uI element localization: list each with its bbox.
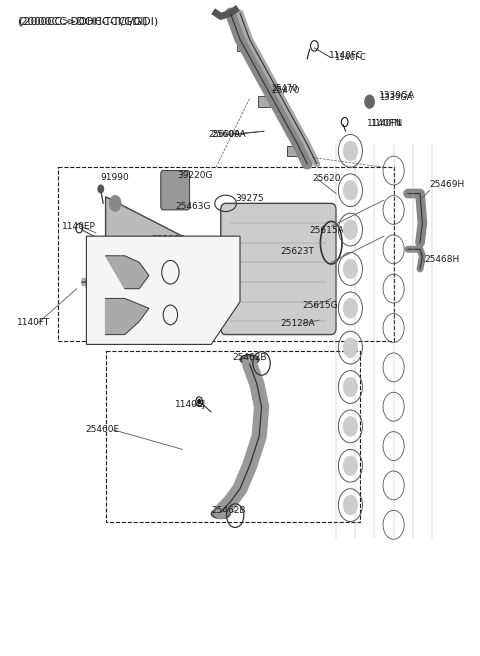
Circle shape: [343, 141, 358, 161]
Text: 1140FN: 1140FN: [367, 119, 402, 128]
FancyBboxPatch shape: [287, 146, 299, 156]
Text: (2000CC>DOHC-TCI/GDI): (2000CC>DOHC-TCI/GDI): [17, 16, 147, 26]
FancyBboxPatch shape: [258, 96, 270, 107]
Text: 25615G: 25615G: [302, 300, 338, 310]
Circle shape: [343, 220, 358, 239]
Polygon shape: [106, 197, 182, 328]
Circle shape: [343, 180, 358, 200]
Text: 25623T: 25623T: [281, 247, 315, 256]
Text: 25620: 25620: [312, 174, 340, 183]
Text: 25470: 25470: [271, 84, 298, 93]
Text: 25631B: 25631B: [84, 281, 119, 290]
Circle shape: [343, 377, 358, 397]
Ellipse shape: [211, 509, 230, 518]
Ellipse shape: [168, 246, 187, 298]
Circle shape: [343, 417, 358, 436]
Circle shape: [343, 259, 358, 279]
Polygon shape: [106, 298, 149, 335]
Ellipse shape: [240, 354, 259, 365]
Text: 1140EP: 1140EP: [62, 222, 96, 231]
Circle shape: [198, 400, 201, 403]
Text: 25462B: 25462B: [233, 353, 267, 362]
Text: 25600A: 25600A: [211, 130, 246, 139]
Text: 25462B: 25462B: [211, 506, 246, 515]
Text: 91990: 91990: [101, 173, 130, 182]
Circle shape: [343, 338, 358, 358]
FancyBboxPatch shape: [237, 41, 248, 51]
FancyBboxPatch shape: [161, 171, 190, 210]
Text: 25469H: 25469H: [430, 180, 465, 190]
Text: 1140FC: 1140FC: [334, 52, 365, 62]
Text: (2000CC>DOHC-TCI/GDI): (2000CC>DOHC-TCI/GDI): [19, 16, 158, 26]
Text: 25470: 25470: [271, 86, 300, 95]
Text: 25633C: 25633C: [113, 294, 148, 303]
Circle shape: [109, 195, 121, 211]
Text: 39220G: 39220G: [178, 171, 213, 180]
Polygon shape: [106, 256, 149, 289]
Text: 25615A: 25615A: [310, 226, 344, 236]
Text: 25460E: 25460E: [85, 425, 120, 434]
Text: 25463G: 25463G: [175, 202, 211, 211]
Circle shape: [343, 298, 358, 318]
Polygon shape: [86, 236, 240, 344]
Text: 1140FT: 1140FT: [17, 318, 50, 327]
Text: 25600A: 25600A: [209, 130, 241, 139]
FancyBboxPatch shape: [221, 203, 336, 335]
Text: 1140FC: 1140FC: [329, 51, 363, 60]
Circle shape: [98, 185, 104, 193]
Circle shape: [365, 95, 374, 108]
Circle shape: [109, 314, 121, 329]
Text: 25500A: 25500A: [151, 235, 186, 244]
Text: 1140EJ: 1140EJ: [175, 400, 206, 409]
Text: 25468H: 25468H: [425, 255, 460, 264]
Text: 1339GA: 1339GA: [379, 91, 415, 100]
Circle shape: [343, 456, 358, 476]
Text: 1140FN: 1140FN: [370, 119, 402, 128]
Text: 25128A: 25128A: [281, 319, 315, 328]
Text: 39275: 39275: [235, 194, 264, 203]
Text: 25463G: 25463G: [154, 305, 189, 314]
Text: 1339GA: 1339GA: [379, 92, 413, 102]
Circle shape: [343, 495, 358, 515]
